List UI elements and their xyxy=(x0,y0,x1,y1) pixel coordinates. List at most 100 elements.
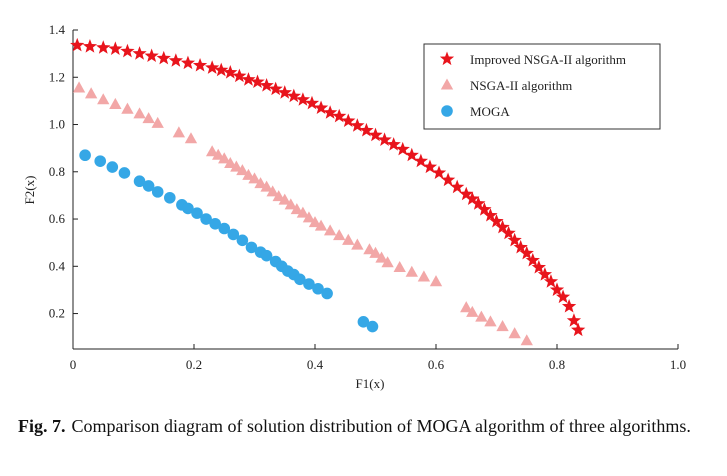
y-tick-label: 1.4 xyxy=(49,22,66,37)
series-triangle xyxy=(72,81,533,346)
y-tick-label: 0.6 xyxy=(49,211,66,226)
data-point-triangle xyxy=(151,116,164,128)
data-point-triangle xyxy=(72,81,86,93)
data-point-star xyxy=(168,53,183,67)
chart-plot: 0 0.2 0.4 0.6 0.8 1.0 0.2 0.4 0.6 0.8 1.0 1.2 1.4 F… xyxy=(22,22,686,391)
data-point-star xyxy=(495,219,510,234)
data-point-star xyxy=(120,43,135,58)
data-point-star xyxy=(192,57,208,72)
plot-area xyxy=(72,30,678,350)
x-tick-label: 0.4 xyxy=(307,357,324,372)
data-point-star xyxy=(205,60,220,74)
data-point-star xyxy=(241,72,256,86)
y-tick-label: 1.0 xyxy=(49,117,65,132)
series-layer xyxy=(70,37,586,346)
data-point-star xyxy=(422,159,438,174)
data-point-triangle xyxy=(142,112,155,124)
data-point-star xyxy=(132,46,147,60)
data-point-triangle xyxy=(172,126,186,138)
data-point-circle xyxy=(106,161,119,173)
data-point-star xyxy=(395,141,410,156)
data-point-triangle xyxy=(242,168,255,180)
legend-star-icon xyxy=(439,51,455,66)
data-point-star xyxy=(295,92,311,106)
y-tick-label: 0.4 xyxy=(49,258,66,273)
data-point-star xyxy=(350,118,365,132)
data-point-star xyxy=(571,322,586,337)
data-point-triangle xyxy=(475,310,488,322)
data-point-star xyxy=(368,127,383,142)
data-point-circle xyxy=(118,167,131,179)
data-point-star xyxy=(214,62,229,77)
data-point-star xyxy=(483,207,498,222)
data-point-triangle xyxy=(460,301,473,313)
data-point-triangle xyxy=(369,246,382,258)
data-point-star xyxy=(404,147,419,162)
data-point-triangle xyxy=(205,145,219,157)
data-point-star xyxy=(332,108,347,123)
data-point-triangle xyxy=(266,185,279,197)
data-point-triangle xyxy=(333,229,346,241)
data-point-triangle xyxy=(278,193,291,205)
data-point-star xyxy=(386,137,401,151)
figure-label: Fig. 7. xyxy=(18,416,66,436)
y-tick-label: 0.2 xyxy=(49,306,65,321)
y-axis-title: F2(x) xyxy=(22,176,37,205)
data-point-circle xyxy=(133,175,146,188)
data-point-star xyxy=(180,55,196,70)
data-point-triangle xyxy=(184,132,198,144)
series-circle xyxy=(79,149,379,333)
data-point-triangle xyxy=(484,315,497,327)
data-point-star xyxy=(566,313,582,327)
data-point-star xyxy=(513,239,528,254)
data-point-triangle xyxy=(272,190,285,202)
data-point-circle xyxy=(151,186,164,198)
data-point-circle xyxy=(260,249,273,262)
data-point-star xyxy=(561,298,577,313)
data-point-circle xyxy=(294,273,306,286)
data-point-star xyxy=(549,282,565,296)
data-point-triangle xyxy=(218,152,231,164)
data-point-triangle xyxy=(84,87,98,99)
data-point-star xyxy=(96,40,111,54)
data-point-circle xyxy=(245,241,258,254)
data-point-triangle xyxy=(508,327,521,339)
data-point-triangle xyxy=(520,334,533,346)
legend-box xyxy=(423,43,661,130)
data-point-triangle xyxy=(260,180,273,192)
data-point-triangle xyxy=(363,243,376,255)
data-point-star xyxy=(537,267,553,281)
data-point-star xyxy=(501,225,516,240)
x-axis-title: F1(x) xyxy=(356,376,385,391)
legend-label-improved-nsga2: Improved NSGA-II algorithm xyxy=(470,52,626,67)
data-point-star xyxy=(277,85,292,99)
data-point-triangle xyxy=(254,177,267,189)
data-point-star xyxy=(471,196,486,210)
data-point-circle xyxy=(182,202,194,215)
data-point-circle xyxy=(312,282,324,295)
y-tick-label: 0.8 xyxy=(49,164,65,179)
data-point-circle xyxy=(79,149,91,162)
data-point-triangle xyxy=(466,305,479,317)
data-point-star xyxy=(108,41,123,55)
data-point-triangle xyxy=(224,157,237,169)
data-point-star xyxy=(341,113,356,128)
x-tick-label: 0.2 xyxy=(186,357,202,372)
data-point-triangle xyxy=(97,93,110,105)
data-point-star xyxy=(82,39,98,53)
data-point-star xyxy=(525,252,540,267)
figure-caption: Fig. 7. Comparison diagram of solution di… xyxy=(18,414,708,438)
data-point-triangle xyxy=(230,160,243,172)
data-point-star xyxy=(250,74,265,89)
data-point-triangle xyxy=(302,211,316,223)
legend: Improved NSGA-II algorithm NSGA-II algor… xyxy=(423,43,661,130)
data-point-triangle xyxy=(496,320,509,332)
legend-circle-icon xyxy=(441,105,453,117)
data-point-star xyxy=(268,81,283,96)
data-point-triangle xyxy=(296,206,310,218)
data-point-star xyxy=(507,232,522,247)
data-point-circle xyxy=(142,180,155,192)
x-tick-label: 0.6 xyxy=(428,357,445,372)
data-point-circle xyxy=(164,191,176,204)
data-point-star xyxy=(313,100,329,115)
